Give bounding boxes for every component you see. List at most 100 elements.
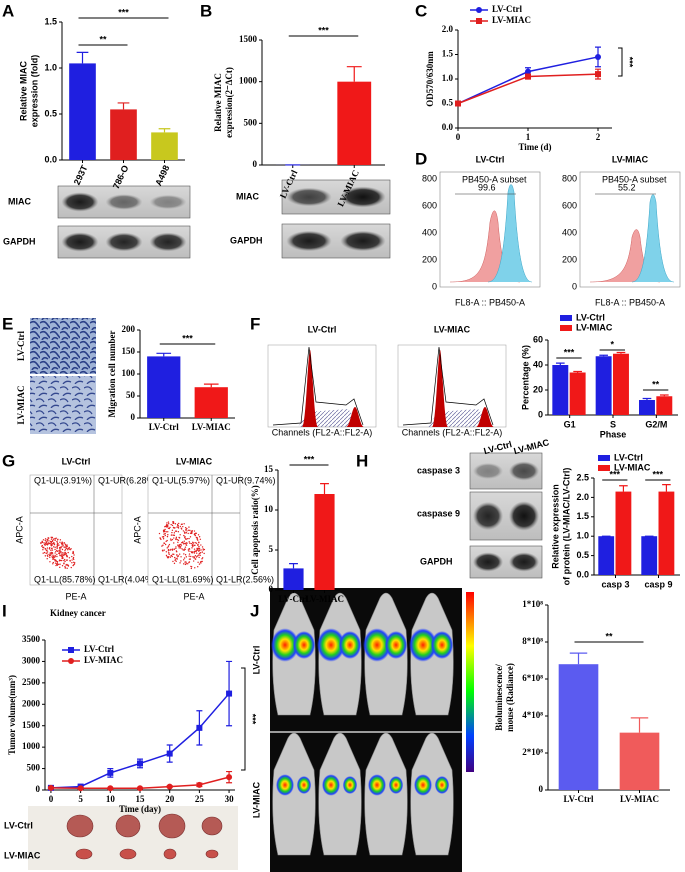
quadrant-label: Q1-LL(81.69%) (152, 574, 214, 584)
scatter-x-label: PE-A (183, 591, 204, 601)
blot-label: MIAC (236, 191, 259, 201)
event-dot (191, 532, 193, 535)
event-dot (198, 545, 200, 548)
event-dot (169, 526, 171, 529)
event-dot (52, 538, 55, 540)
cycle-x-label: Channels (FL2-A::FL2-A) (272, 427, 373, 437)
bar (151, 132, 178, 160)
event-dot (173, 537, 175, 539)
event-dot (41, 541, 44, 544)
event-dot (45, 541, 47, 543)
event-dot (176, 523, 179, 526)
event-dot (197, 539, 199, 541)
event-dot (198, 563, 201, 565)
event-dot (67, 548, 69, 551)
signal (434, 776, 450, 794)
flow-title: LV-MIAC (612, 154, 649, 164)
blot-band (340, 230, 386, 252)
event-dot (51, 543, 54, 545)
error-bar (226, 693, 233, 727)
error-bar (346, 66, 362, 82)
marker (107, 769, 114, 776)
event-dot (166, 522, 168, 524)
event-dot (60, 551, 62, 553)
event-dot (185, 562, 188, 564)
event-dot (163, 542, 166, 545)
x-tick-label: 15 (136, 794, 146, 804)
error-bar (158, 128, 171, 133)
event-dot (170, 534, 173, 536)
event-dot (49, 556, 51, 558)
event-dot (64, 543, 67, 546)
event-dot (186, 530, 188, 532)
event-dot (182, 530, 185, 532)
legend-label: LV-MIAC (614, 462, 651, 472)
event-dot (64, 546, 66, 549)
error-bar (555, 362, 565, 365)
mouse (410, 732, 454, 856)
event-dot (70, 548, 72, 550)
event-dot (183, 548, 186, 550)
event-dot (52, 554, 54, 556)
event-dot (50, 540, 52, 543)
event-dot (198, 536, 201, 538)
event-dot (56, 543, 59, 546)
event-dot (177, 525, 179, 527)
event-dot (192, 542, 195, 544)
event-dot (194, 550, 196, 553)
event-dot (51, 556, 54, 559)
event-dot (46, 551, 49, 553)
event-dot (167, 534, 169, 536)
image-label: LV-Ctrl (16, 331, 26, 361)
tumor (158, 813, 186, 839)
event-dot (48, 554, 51, 557)
event-dot (188, 555, 190, 557)
event-dot (167, 531, 169, 533)
y-axis-label: Relative expression (550, 484, 560, 569)
event-dot (168, 523, 170, 525)
event-dot (176, 558, 179, 560)
scatter-title: LV-MIAC (176, 456, 213, 466)
tumor-label: LV-MIAC (4, 850, 41, 860)
x-tick-label: LV-Ctrl (279, 594, 309, 604)
significance-label: ** (605, 631, 613, 641)
flow-y-tick: 800 (562, 173, 577, 183)
event-dot (48, 548, 51, 550)
event-dot (171, 531, 173, 534)
event-dot (171, 548, 174, 550)
legend-swatch (598, 465, 610, 471)
event-dot (64, 560, 66, 563)
event-dot (166, 524, 169, 526)
event-dot (62, 544, 64, 546)
event-dot (61, 559, 63, 562)
y-axis-label: expression (fold) (29, 55, 39, 128)
significance-line (241, 667, 246, 771)
event-dot (41, 545, 43, 547)
event-dot (197, 547, 199, 549)
histogram-peak (631, 194, 675, 283)
blot-band (472, 501, 504, 531)
event-dot (184, 526, 187, 529)
event-dot (203, 548, 206, 551)
event-dot (54, 555, 56, 558)
event-dot (158, 532, 161, 535)
event-dot (196, 555, 199, 557)
event-dot (46, 544, 49, 546)
event-dot (180, 527, 182, 529)
event-dot (189, 536, 192, 538)
bar (147, 356, 181, 418)
x-tick-label: 25 (195, 794, 205, 804)
y-axis-label: of protein (LV-MIAC/LV-Ctrl) (561, 468, 571, 586)
event-dot (71, 555, 73, 558)
y-tick-label: 1*10⁸ (522, 599, 543, 609)
bar (314, 494, 335, 590)
bar (595, 356, 612, 415)
event-dot (58, 549, 60, 552)
event-dot (48, 553, 50, 556)
event-dot (54, 546, 56, 548)
event-dot (58, 552, 60, 554)
event-dot (64, 567, 66, 569)
event-dot (199, 554, 201, 557)
event-dot (193, 548, 196, 550)
